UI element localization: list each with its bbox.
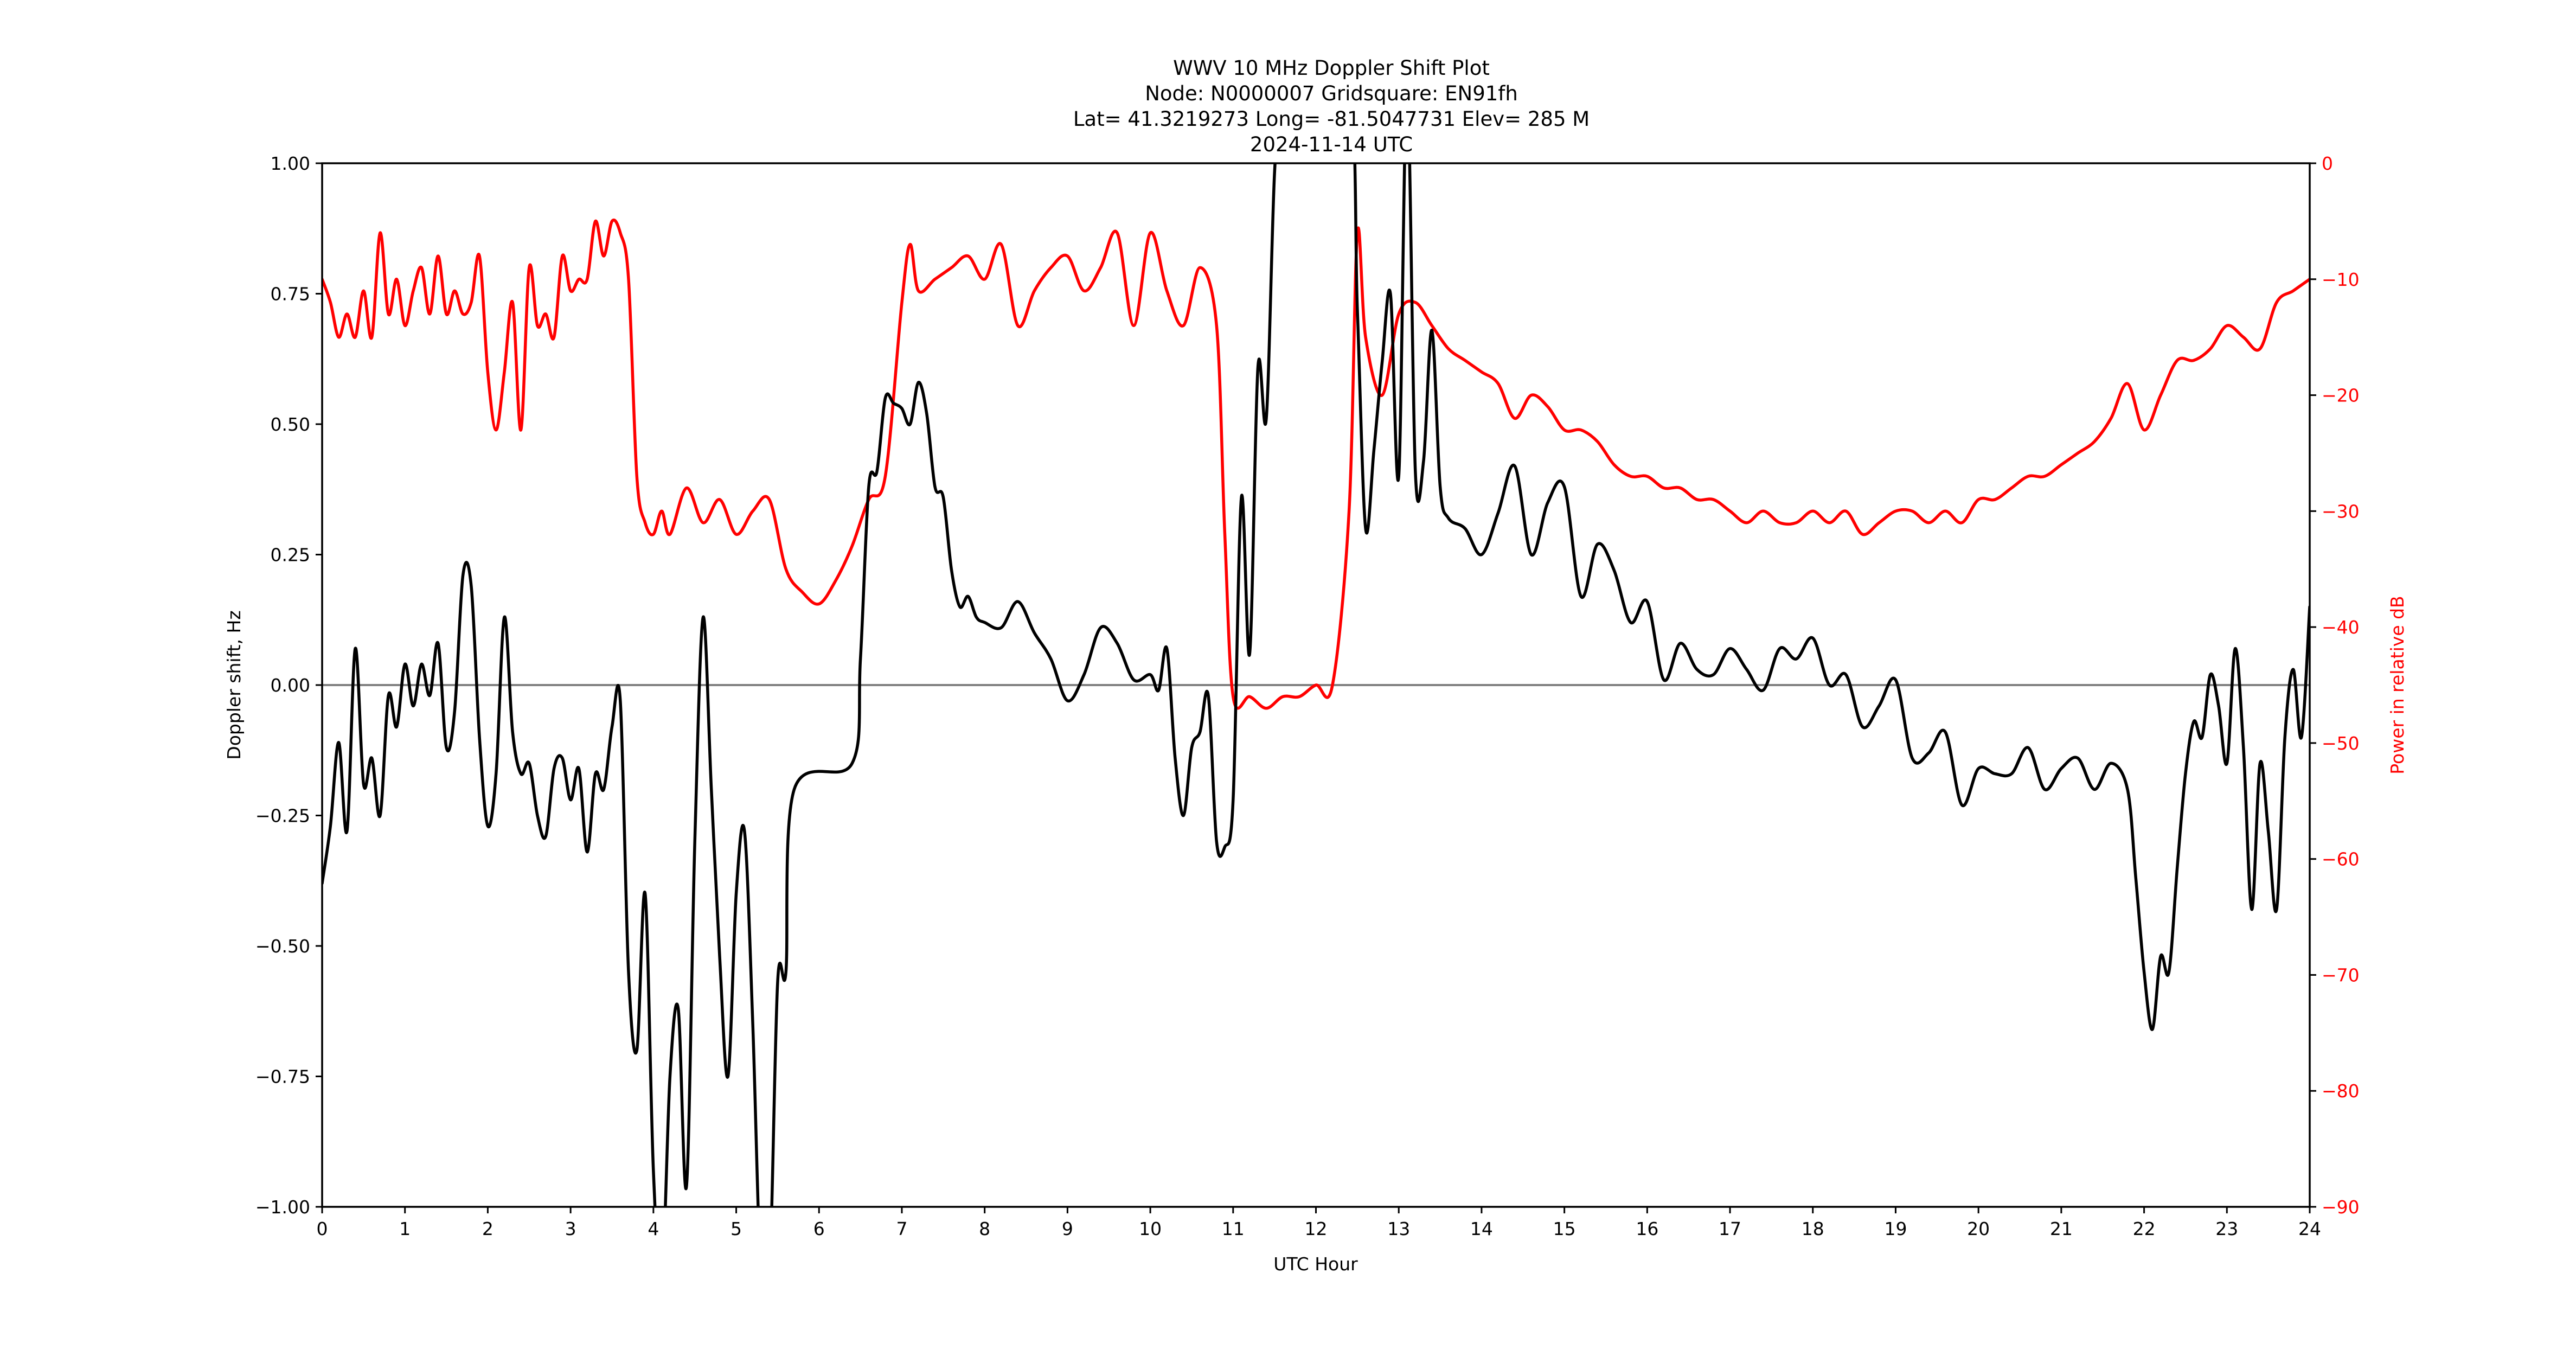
x-tick-label: 24 [2298, 1218, 2321, 1239]
x-tick-label: 9 [1062, 1218, 1073, 1239]
right-y-tick-label: −30 [2322, 501, 2360, 522]
x-tick-label: 22 [2133, 1218, 2156, 1239]
x-tick-label: 7 [896, 1218, 907, 1239]
left-y-axis-ticks: 1.00 0.75 0.50 0.25 0.00 −0.25 −0.50 −0.75 −1.00 [255, 153, 322, 1218]
right-y-tick-label: −90 [2322, 1197, 2360, 1218]
x-tick-label: 16 [1636, 1218, 1658, 1239]
left-y-tick-label: 0.50 [271, 414, 310, 435]
right-y-tick-label: −60 [2322, 849, 2360, 870]
left-y-axis-label: Doppler shift, Hz [223, 610, 245, 759]
x-tick-label: 23 [2215, 1218, 2238, 1239]
x-tick-label: 14 [1470, 1218, 1493, 1239]
title-line-4: 2024-11-14 UTC [1250, 133, 1413, 156]
title-line-2: Node: N0000007 Gridsquare: EN91fh [1145, 82, 1518, 105]
x-tick-label: 12 [1305, 1218, 1328, 1239]
x-axis-label: UTC Hour [1273, 1253, 1358, 1275]
x-tick-label: 1 [399, 1218, 411, 1239]
x-tick-label: 20 [1967, 1218, 1990, 1239]
chart-title: WWV 10 MHz Doppler Shift Plot Node: N000… [1073, 56, 1590, 156]
right-y-tick-label: −70 [2322, 964, 2360, 986]
left-y-tick-label: 0.00 [271, 675, 310, 696]
title-line-1: WWV 10 MHz Doppler Shift Plot [1173, 56, 1490, 80]
x-tick-label: 8 [979, 1218, 990, 1239]
right-y-tick-label: −10 [2322, 269, 2360, 290]
x-tick-label: 4 [648, 1218, 659, 1239]
x-tick-label: 5 [730, 1218, 742, 1239]
right-y-tick-label: −50 [2322, 733, 2360, 754]
x-tick-label: 17 [1719, 1218, 1741, 1239]
x-tick-label: 6 [813, 1218, 825, 1239]
right-y-tick-label: −80 [2322, 1080, 2360, 1102]
x-tick-label: 3 [565, 1218, 576, 1239]
left-y-tick-label: 0.25 [271, 545, 310, 566]
x-axis-ticks: 0 1 2 3 4 5 6 7 8 9 10 11 12 13 14 15 16 17 18 19 20 21 22 23 24 [317, 1207, 2321, 1239]
left-y-tick-label: −0.25 [255, 805, 310, 827]
left-y-tick-label: −0.75 [255, 1066, 310, 1088]
x-tick-label: 15 [1553, 1218, 1576, 1239]
x-tick-label: 11 [1222, 1218, 1245, 1239]
right-y-tick-label: −40 [2322, 617, 2360, 638]
right-y-tick-label: 0 [2322, 153, 2333, 174]
title-line-3: Lat= 41.3219273 Long= -81.5047731 Elev= … [1073, 107, 1590, 131]
x-tick-label: 0 [317, 1218, 328, 1239]
left-y-tick-label: 1.00 [271, 153, 310, 174]
left-y-tick-label: 0.75 [271, 284, 310, 305]
right-y-axis-ticks: 0 −10 −20 −30 −40 −50 −60 −70 −80 −90 [2310, 153, 2360, 1218]
x-tick-label: 21 [2050, 1218, 2073, 1239]
power-series-line [322, 218, 2310, 710]
right-y-axis-label: Power in relative dB [2387, 596, 2408, 774]
x-tick-label: 2 [482, 1218, 494, 1239]
right-y-tick-label: −20 [2322, 385, 2360, 406]
left-y-tick-label: −0.50 [255, 936, 310, 957]
x-tick-label: 13 [1387, 1218, 1410, 1239]
left-y-tick-label: −1.00 [255, 1197, 310, 1218]
x-tick-label: 19 [1884, 1218, 1907, 1239]
doppler-series-line [322, 163, 2310, 1207]
x-tick-label: 10 [1139, 1218, 1162, 1239]
x-tick-label: 18 [1802, 1218, 1824, 1239]
